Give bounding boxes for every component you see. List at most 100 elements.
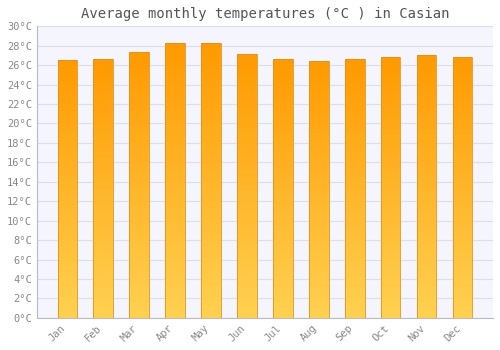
- Bar: [237, 218, 257, 223]
- Bar: [94, 137, 113, 142]
- Bar: [130, 222, 149, 227]
- Bar: [345, 199, 364, 204]
- Bar: [345, 204, 364, 209]
- Bar: [130, 296, 149, 302]
- Bar: [201, 279, 221, 285]
- Bar: [380, 110, 400, 115]
- Bar: [201, 202, 221, 208]
- Bar: [166, 114, 185, 120]
- Bar: [58, 220, 78, 225]
- Bar: [452, 302, 472, 307]
- Bar: [452, 156, 472, 162]
- Bar: [94, 313, 113, 318]
- Bar: [345, 106, 364, 111]
- Bar: [380, 63, 400, 68]
- Bar: [130, 174, 149, 180]
- Bar: [416, 118, 436, 124]
- Bar: [345, 240, 364, 245]
- Bar: [237, 176, 257, 181]
- Bar: [452, 63, 472, 68]
- Bar: [94, 80, 113, 85]
- Bar: [58, 272, 78, 276]
- Bar: [237, 265, 257, 271]
- Bar: [237, 139, 257, 144]
- Bar: [345, 64, 364, 70]
- Bar: [309, 174, 328, 179]
- Bar: [309, 148, 328, 154]
- Bar: [273, 106, 293, 111]
- Bar: [58, 256, 78, 261]
- Bar: [201, 175, 221, 180]
- Bar: [201, 230, 221, 235]
- Bar: [416, 281, 436, 286]
- Bar: [309, 302, 328, 308]
- Bar: [130, 211, 149, 217]
- Bar: [273, 163, 293, 168]
- Bar: [58, 153, 78, 158]
- Bar: [166, 59, 185, 65]
- Bar: [309, 133, 328, 138]
- Bar: [309, 169, 328, 174]
- Bar: [94, 147, 113, 152]
- Bar: [201, 87, 221, 92]
- Bar: [416, 208, 436, 213]
- Bar: [201, 158, 221, 164]
- Bar: [416, 108, 436, 113]
- Bar: [416, 292, 436, 297]
- Bar: [94, 235, 113, 240]
- Bar: [58, 81, 78, 86]
- Bar: [237, 123, 257, 128]
- Bar: [452, 115, 472, 120]
- Bar: [309, 205, 328, 210]
- Bar: [201, 307, 221, 312]
- Bar: [416, 87, 436, 92]
- Bar: [166, 43, 185, 48]
- Bar: [166, 290, 185, 296]
- Bar: [201, 241, 221, 246]
- Bar: [130, 73, 149, 78]
- Bar: [452, 104, 472, 110]
- Bar: [416, 276, 436, 281]
- Bar: [345, 245, 364, 251]
- Bar: [309, 195, 328, 200]
- Bar: [273, 127, 293, 132]
- Bar: [309, 225, 328, 231]
- Bar: [309, 313, 328, 318]
- Bar: [345, 292, 364, 297]
- Bar: [416, 313, 436, 318]
- Bar: [345, 96, 364, 101]
- Bar: [380, 193, 400, 198]
- Bar: [94, 183, 113, 189]
- Bar: [237, 250, 257, 255]
- Bar: [201, 214, 221, 219]
- Bar: [416, 171, 436, 176]
- Bar: [416, 155, 436, 160]
- Bar: [94, 116, 113, 121]
- Bar: [273, 230, 293, 235]
- Bar: [380, 287, 400, 292]
- Bar: [130, 265, 149, 270]
- Bar: [416, 187, 436, 192]
- Bar: [380, 271, 400, 276]
- Bar: [309, 71, 328, 77]
- Bar: [273, 132, 293, 137]
- Bar: [416, 139, 436, 145]
- Bar: [201, 290, 221, 296]
- Bar: [380, 172, 400, 177]
- Bar: [452, 57, 472, 63]
- Bar: [273, 137, 293, 142]
- Bar: [309, 287, 328, 292]
- Bar: [201, 224, 221, 230]
- Bar: [201, 164, 221, 169]
- Bar: [380, 229, 400, 234]
- Bar: [237, 181, 257, 186]
- Bar: [237, 55, 257, 60]
- Bar: [452, 266, 472, 271]
- Bar: [201, 153, 221, 158]
- Bar: [94, 297, 113, 302]
- Bar: [309, 102, 328, 107]
- Bar: [130, 180, 149, 185]
- Bar: [58, 76, 78, 81]
- Bar: [273, 282, 293, 287]
- Bar: [380, 57, 400, 63]
